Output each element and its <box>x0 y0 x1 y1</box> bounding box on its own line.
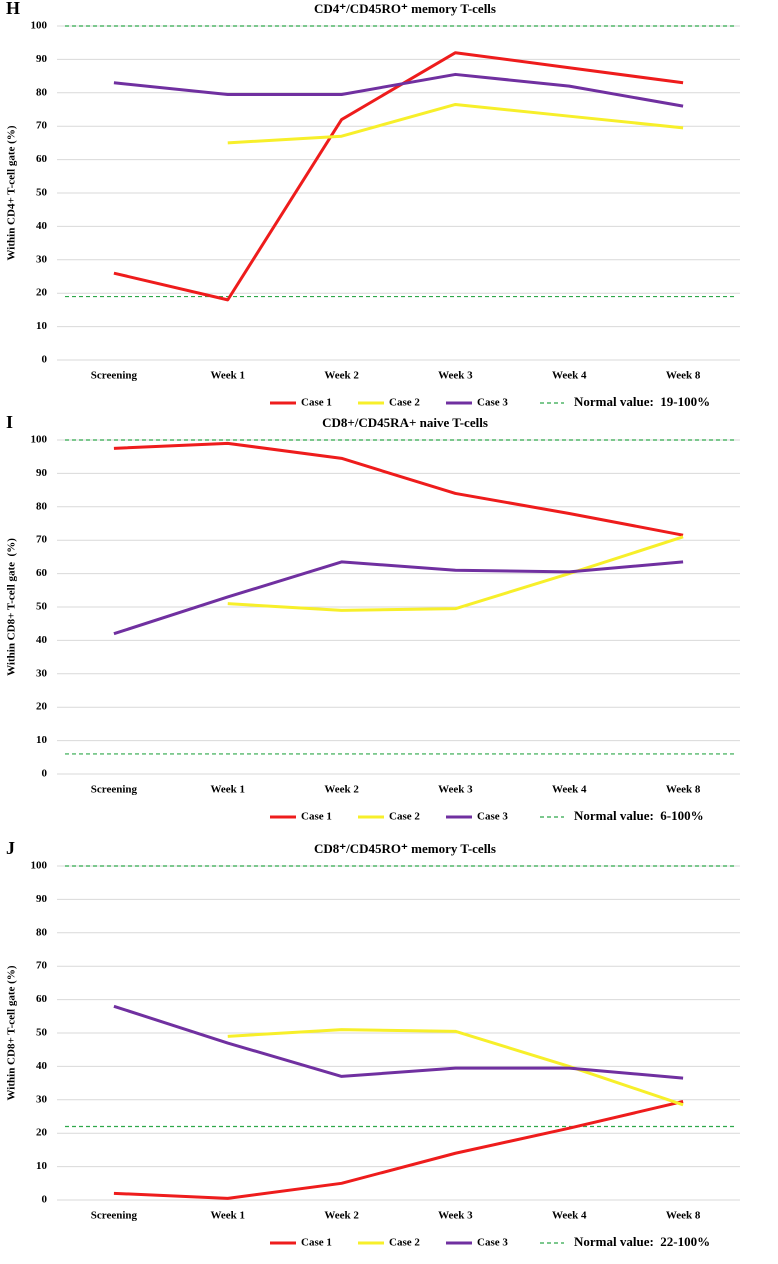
y-axis-label: Within CD8+ T-cell gate (%) <box>6 538 18 676</box>
x-tick-label: Week 2 <box>324 784 359 796</box>
y-tick-label: 20 <box>36 1127 48 1139</box>
y-tick-label: 50 <box>36 1027 48 1039</box>
legend-label: Case 2 <box>389 397 420 409</box>
legend-label: Case 2 <box>389 1237 420 1249</box>
y-tick-label: 0 <box>42 768 48 780</box>
y-tick-label: 90 <box>36 467 48 479</box>
legend-label: Case 3 <box>477 397 508 409</box>
x-tick-label: Week 2 <box>324 1210 359 1222</box>
y-tick-label: 60 <box>36 567 48 579</box>
y-tick-label: 20 <box>36 701 48 713</box>
x-tick-label: Screening <box>91 784 138 796</box>
y-tick-label: 30 <box>36 667 48 679</box>
x-tick-label: Week 3 <box>438 1210 473 1222</box>
legend-label: Normal value: 6-100% <box>574 808 704 823</box>
panel-label: I <box>6 412 13 432</box>
series-line <box>227 102 684 145</box>
y-tick-label: 90 <box>36 893 48 905</box>
legend-label: Case 3 <box>477 1237 508 1249</box>
series-line <box>227 1028 684 1107</box>
y-tick-label: 0 <box>42 354 48 366</box>
y-axis-label: Within CD8+ T-cell gate (%) <box>6 965 18 1100</box>
x-tick-label: Screening <box>91 370 138 382</box>
x-tick-label: Week 8 <box>666 784 701 796</box>
x-tick-label: Week 4 <box>552 784 587 796</box>
y-tick-label: 10 <box>36 734 48 746</box>
y-tick-label: 60 <box>36 153 48 165</box>
x-tick-label: Screening <box>91 1210 138 1222</box>
y-tick-label: 10 <box>36 1160 48 1172</box>
legend-label: Case 1 <box>301 811 332 823</box>
legend-label: Case 1 <box>301 397 332 409</box>
x-tick-label: Week 1 <box>210 370 245 382</box>
x-tick-label: Week 4 <box>552 1210 587 1222</box>
x-tick-label: Week 3 <box>438 370 473 382</box>
series-line <box>113 560 684 636</box>
y-tick-label: 10 <box>36 320 48 332</box>
y-tick-label: 40 <box>36 1060 48 1072</box>
series-line <box>113 72 684 108</box>
x-tick-label: Week 1 <box>210 784 245 796</box>
y-tick-label: 30 <box>36 253 48 265</box>
y-tick-label: 40 <box>36 220 48 232</box>
y-tick-label: 60 <box>36 993 48 1005</box>
y-tick-label: 90 <box>36 53 48 65</box>
y-tick-label: 30 <box>36 1093 48 1105</box>
x-tick-label: Week 8 <box>666 370 701 382</box>
series-line <box>113 1100 684 1200</box>
y-tick-label: 0 <box>42 1194 48 1206</box>
y-tick-label: 70 <box>36 960 48 972</box>
y-tick-label: 50 <box>36 601 48 613</box>
series-line <box>113 51 684 302</box>
y-tick-label: 80 <box>36 500 48 512</box>
legend-label: Normal value: 19-100% <box>574 394 710 409</box>
y-tick-label: 100 <box>31 860 48 872</box>
chart-title: CD8+/CD45RA+ naive T-cells <box>322 415 488 430</box>
legend-label: Case 1 <box>301 1237 332 1249</box>
y-tick-label: 40 <box>36 634 48 646</box>
legend-label: Normal value: 22-100% <box>574 1234 710 1249</box>
x-tick-label: Week 4 <box>552 370 587 382</box>
y-tick-label: 80 <box>36 926 48 938</box>
series-line <box>113 441 684 537</box>
series-line <box>113 1004 684 1080</box>
panel-label: H <box>6 0 20 18</box>
y-tick-label: 80 <box>36 86 48 98</box>
y-axis-label: Within CD4+ T-cell gate (%) <box>6 125 18 260</box>
panel-label: J <box>6 838 15 858</box>
x-tick-label: Week 8 <box>666 1210 701 1222</box>
y-tick-label: 50 <box>36 187 48 199</box>
x-tick-label: Week 3 <box>438 784 473 796</box>
y-tick-label: 70 <box>36 534 48 546</box>
y-tick-label: 20 <box>36 287 48 299</box>
x-tick-label: Week 2 <box>324 370 359 382</box>
chart-title: CD4⁺/CD45RO⁺ memory T-cells <box>314 1 496 16</box>
y-tick-label: 100 <box>31 434 48 446</box>
y-tick-label: 70 <box>36 120 48 132</box>
legend-label: Case 2 <box>389 811 420 823</box>
x-tick-label: Week 1 <box>210 1210 245 1222</box>
series-line <box>227 535 684 612</box>
y-tick-label: 100 <box>31 20 48 32</box>
chart-title: CD8⁺/CD45RO⁺ memory T-cells <box>314 841 496 856</box>
legend-label: Case 3 <box>477 811 508 823</box>
